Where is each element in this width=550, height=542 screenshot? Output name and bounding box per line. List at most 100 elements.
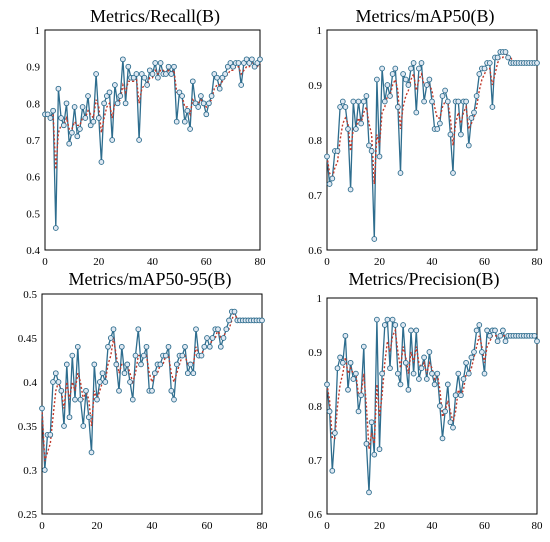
data-point <box>371 236 378 242</box>
plot-frame-precision <box>326 297 538 515</box>
data-point <box>429 98 435 105</box>
data-point <box>122 100 129 107</box>
data-point <box>74 133 81 140</box>
data-point <box>116 387 122 394</box>
data-point <box>66 414 73 421</box>
data-point <box>96 379 103 385</box>
y-tick-label: 1 <box>317 25 323 37</box>
data-point <box>187 126 193 132</box>
y-tick-label: 0.6 <box>26 172 40 184</box>
data-point <box>463 98 469 105</box>
chart-panel-recall: Metrics/Recall(B) 0.4 0.5 0.6 0.7 0.8 0.9 1 0 2… <box>26 6 266 268</box>
x-tick-label: 20 <box>92 520 104 532</box>
series-group-precision <box>324 316 540 496</box>
y-tick-label: 0.7 <box>308 455 322 467</box>
data-point <box>363 93 370 99</box>
data-point <box>402 359 409 366</box>
data-point <box>486 60 493 66</box>
data-point <box>217 343 224 350</box>
data-point <box>192 100 199 107</box>
data-point <box>149 387 155 394</box>
y-tick-labels-recall: 0.4 0.5 0.6 0.7 0.8 0.9 1 <box>26 25 40 257</box>
data-point <box>437 120 443 127</box>
data-point <box>181 118 188 125</box>
data-point <box>324 381 330 388</box>
x-tick-label: 40 <box>147 520 159 532</box>
data-point <box>426 349 433 355</box>
data-point <box>203 111 210 118</box>
data-point <box>144 82 150 88</box>
data-point <box>85 414 92 421</box>
data-point <box>374 316 380 323</box>
data-point <box>395 104 401 110</box>
data-point <box>69 352 76 359</box>
data-point <box>339 98 346 105</box>
data-point <box>447 131 454 138</box>
data-point <box>400 322 406 328</box>
data-point <box>402 76 409 83</box>
data-point <box>500 327 506 334</box>
data-point <box>476 322 483 328</box>
x-tick-label: 40 <box>427 520 439 532</box>
data-point <box>434 370 441 377</box>
data-point <box>206 343 213 350</box>
y-tick-label: 0.9 <box>26 62 40 74</box>
data-point <box>91 361 98 368</box>
chart-panel-map50: Metrics/mAP50(B) 0.6 0.7 0.8 0.9 1 0 20 40 60 80 <box>308 6 543 268</box>
data-point <box>223 326 230 333</box>
data-point <box>345 126 351 132</box>
data-point <box>190 370 197 377</box>
data-point <box>376 446 383 453</box>
data-point <box>434 126 441 132</box>
data-point <box>374 76 380 83</box>
data-point <box>421 98 427 105</box>
data-point <box>162 352 169 359</box>
data-point <box>219 74 226 81</box>
x-tick-label: 0 <box>324 256 330 268</box>
data-point <box>79 104 86 110</box>
data-point <box>450 170 456 176</box>
data-point <box>206 100 212 107</box>
data-point <box>384 82 391 88</box>
data-point <box>452 392 459 399</box>
data-point <box>200 100 207 107</box>
data-point <box>455 98 462 105</box>
data-point <box>397 170 404 176</box>
data-point <box>63 100 70 107</box>
data-point <box>71 104 78 110</box>
data-point <box>426 76 433 83</box>
data-point <box>184 107 191 114</box>
data-point <box>39 405 45 412</box>
data-point <box>171 396 177 403</box>
data-point <box>460 376 467 382</box>
data-point <box>121 370 128 377</box>
data-point <box>429 370 435 377</box>
data-point <box>350 376 357 382</box>
chart-panel-map50-95: Metrics/mAP50-95(B) 0.250.30.350.40.450.… <box>18 269 268 532</box>
data-point <box>208 93 215 99</box>
data-point <box>63 361 70 368</box>
data-point <box>193 326 199 333</box>
data-point <box>125 63 132 70</box>
data-point <box>77 396 84 403</box>
data-point <box>439 435 446 442</box>
data-point <box>463 359 469 366</box>
smooth-series-line-recall <box>45 61 261 170</box>
data-point <box>324 153 330 160</box>
y-tick-label: 0.6 <box>308 509 322 521</box>
x-tick-label: 0 <box>39 520 45 532</box>
data-point <box>353 370 359 377</box>
data-point <box>215 326 221 333</box>
data-point <box>173 361 180 368</box>
data-point <box>384 316 391 323</box>
data-point <box>497 332 504 339</box>
plot-frame-recall <box>44 29 261 251</box>
data-point <box>157 60 164 66</box>
data-point <box>355 98 362 105</box>
data-point <box>257 56 263 63</box>
data-point <box>371 451 378 458</box>
data-point <box>494 54 501 61</box>
data-point <box>85 93 91 99</box>
x-tick-labels-map50-95: 0 20 40 60 80 <box>39 520 268 532</box>
data-point <box>106 89 113 96</box>
